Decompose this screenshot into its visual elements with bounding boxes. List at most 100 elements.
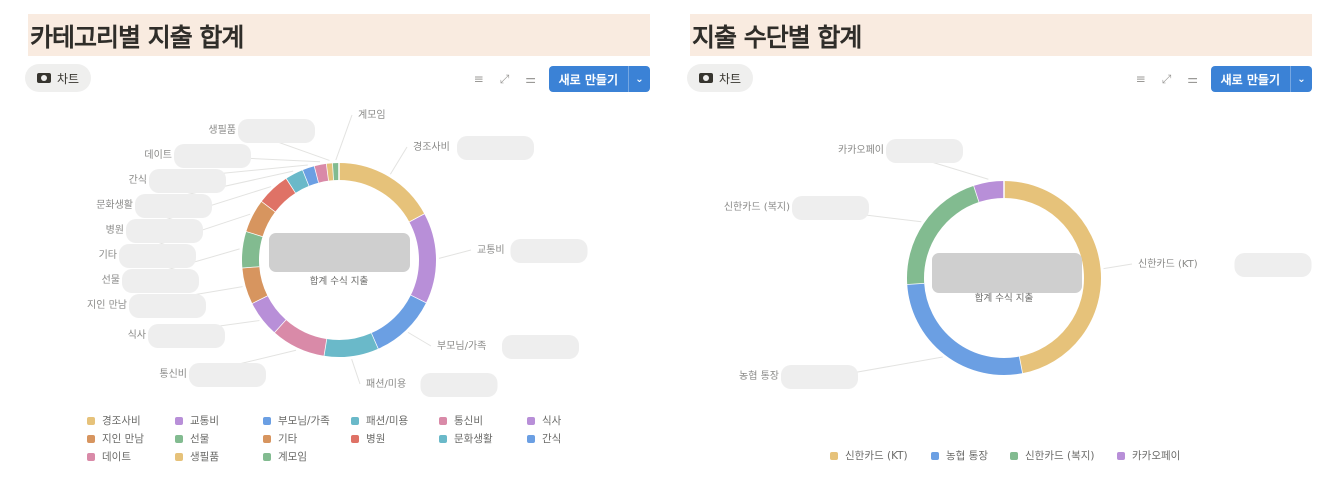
expand-icon[interactable]: ⤢ <box>1161 71 1172 86</box>
donut-slice-5[interactable] <box>252 295 286 333</box>
donut-slice-1[interactable] <box>907 282 1023 375</box>
leader-line <box>335 114 353 161</box>
legend-item[interactable]: 농협 통장 <box>931 448 988 463</box>
donut-slice-10[interactable] <box>286 169 310 193</box>
slice-label: 선물 <box>102 274 120 286</box>
redacted-value <box>122 269 199 293</box>
legend-item[interactable]: 통신비 <box>439 413 483 428</box>
legend-item[interactable]: 신한카드 (KT) <box>830 448 908 463</box>
donut-slice-1[interactable] <box>409 214 436 304</box>
sliders-icon[interactable]: ⚌ <box>1187 72 1198 86</box>
redacted-value <box>457 136 534 160</box>
donut-slice-0[interactable] <box>1003 181 1101 374</box>
donut-slice-0[interactable] <box>338 163 425 223</box>
donut-slice-11[interactable] <box>302 166 320 186</box>
legend-item[interactable]: 문화생활 <box>439 431 493 446</box>
legend-item[interactable]: 계모임 <box>263 449 307 464</box>
donut-slice-12[interactable] <box>314 163 329 183</box>
legend-item[interactable]: 경조사비 <box>87 413 141 428</box>
new-button[interactable]: 새로 만들기 ⌄ <box>1210 66 1312 92</box>
legend-label: 교통비 <box>190 415 219 427</box>
new-button-label: 새로 만들기 <box>558 72 618 87</box>
leader-line <box>438 249 472 259</box>
slice-label: 계모임 <box>358 108 386 121</box>
slice-separator <box>973 184 980 203</box>
donut-slice-4[interactable] <box>274 319 327 356</box>
center-caption: 합계 수식 지출 <box>975 292 1034 304</box>
chart-view-tab[interactable]: 차트 <box>25 64 92 92</box>
slice-label: 기타 <box>99 249 117 261</box>
donut-slice-2[interactable] <box>907 185 980 285</box>
redacted-value <box>510 239 588 263</box>
legend-swatch <box>351 434 359 443</box>
redacted-value <box>886 139 963 163</box>
slice-label: 농협 통장 <box>739 369 779 382</box>
donut-slice-9[interactable] <box>261 178 297 212</box>
slice-label: 데이트 <box>144 149 172 161</box>
donut-slice-2[interactable] <box>370 295 426 349</box>
title-band: 카테고리별 지출 합계 <box>28 14 650 56</box>
legend-swatch <box>527 434 535 443</box>
legend-swatch <box>175 434 183 443</box>
legend-label: 식사 <box>542 415 562 427</box>
legend-swatch <box>87 416 95 425</box>
chart-view-tab[interactable]: 차트 <box>687 64 754 92</box>
donut-slice-8[interactable] <box>246 201 276 237</box>
legend-item[interactable]: 교통비 <box>175 413 219 428</box>
legend-swatch <box>87 452 95 461</box>
sliders-icon[interactable]: ⚌ <box>525 72 536 86</box>
legend-label: 카카오페이 <box>1132 450 1181 462</box>
slice-label: 패션/미용 <box>366 378 406 390</box>
legend-label: 문화생활 <box>454 433 493 445</box>
legend-item[interactable]: 기타 <box>263 431 297 446</box>
legend-item[interactable]: 지인 만남 <box>87 431 144 446</box>
view-label: 차트 <box>57 71 80 86</box>
legend-item[interactable]: 패션/미용 <box>351 413 408 428</box>
legend-item[interactable]: 병원 <box>351 431 385 446</box>
redacted-total <box>932 253 1082 293</box>
legend-swatch <box>175 416 183 425</box>
legend-item[interactable]: 선물 <box>175 431 209 446</box>
expand-icon[interactable]: ⤢ <box>499 71 510 86</box>
legend-label: 부모님/가족 <box>278 415 330 427</box>
legend-swatch <box>87 434 95 443</box>
filter-icon[interactable]: ≡ <box>473 72 484 86</box>
legend-swatch <box>439 434 447 443</box>
legend-label: 간식 <box>542 433 562 445</box>
filter-icon[interactable]: ≡ <box>1135 72 1146 86</box>
page-title: 지출 수단별 합계 <box>692 23 862 52</box>
toolbar: ≡ ⤢ ⚌ 새로 만들기 ⌄ <box>1133 66 1312 92</box>
donut-slice-3[interactable] <box>323 333 378 357</box>
legend-item[interactable]: 간식 <box>527 431 561 446</box>
legend-item[interactable]: 부모님/가족 <box>263 413 330 428</box>
slice-label: 교통비 <box>477 244 505 256</box>
legend-label: 계모임 <box>278 451 307 463</box>
legend-label: 경조사비 <box>102 415 141 427</box>
legend-swatch <box>931 451 939 460</box>
donut-slice-3[interactable] <box>974 181 1005 203</box>
chevron-down-icon[interactable]: ⌄ <box>628 66 650 92</box>
legend-item[interactable]: 카카오페이 <box>1117 448 1180 463</box>
new-button[interactable]: 새로 만들기 ⌄ <box>548 66 650 92</box>
legend-swatch <box>263 452 271 461</box>
legend-item[interactable]: 신한카드 (복지) <box>1010 448 1095 463</box>
slice-separator <box>906 282 925 285</box>
redacted-value <box>189 363 266 387</box>
legend-swatch <box>527 416 535 425</box>
chevron-down-icon[interactable]: ⌄ <box>1290 66 1312 92</box>
legend-item[interactable]: 식사 <box>527 413 561 428</box>
donut-slice-13[interactable] <box>326 163 334 181</box>
new-button-label: 새로 만들기 <box>1220 72 1280 87</box>
legend-label: 통신비 <box>454 415 483 427</box>
chart-view-icon <box>37 73 51 83</box>
panel-category-total: 카테고리별 지출 합계 차트 ≡ ⤢ ⚌ 새로 만들기 ⌄ 경조사비 교통비 부모님/… <box>25 0 650 486</box>
donut-slice-6[interactable] <box>242 266 268 304</box>
view-label: 차트 <box>719 71 742 86</box>
legend-item[interactable]: 생필품 <box>175 449 219 464</box>
legend-item[interactable]: 데이트 <box>87 449 131 464</box>
slice-label: 생필품 <box>208 124 236 136</box>
redacted-value <box>792 196 869 220</box>
donut-slice-7[interactable] <box>242 231 263 268</box>
